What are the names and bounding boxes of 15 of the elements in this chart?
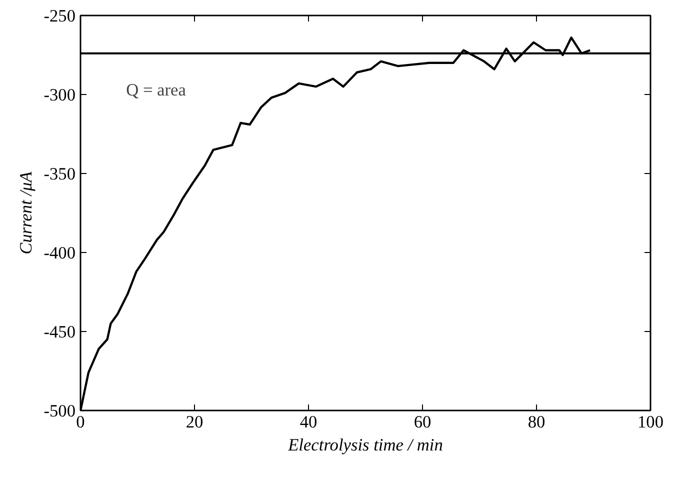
y-tick-label: -250 <box>44 6 76 26</box>
y-tick-label: -400 <box>44 244 76 262</box>
x-tick-label: 100 <box>638 412 664 432</box>
y-axis-title: Current /μA <box>16 171 36 254</box>
x-tick-label: 80 <box>528 412 546 432</box>
y-tick-label: -300 <box>44 86 76 104</box>
x-tick-label: 20 <box>186 412 204 432</box>
x-tick-label: 60 <box>414 412 432 432</box>
y-tick-label: -450 <box>44 322 76 342</box>
y-tick-label: -350 <box>44 164 76 184</box>
x-axis-title: Electrolysis time / min <box>287 436 443 454</box>
y-tick-label: -500 <box>44 402 76 420</box>
x-tick-label: 40 <box>300 412 318 432</box>
annotation: Q = area <box>126 80 186 100</box>
x-tick-label: 0 <box>76 412 85 432</box>
